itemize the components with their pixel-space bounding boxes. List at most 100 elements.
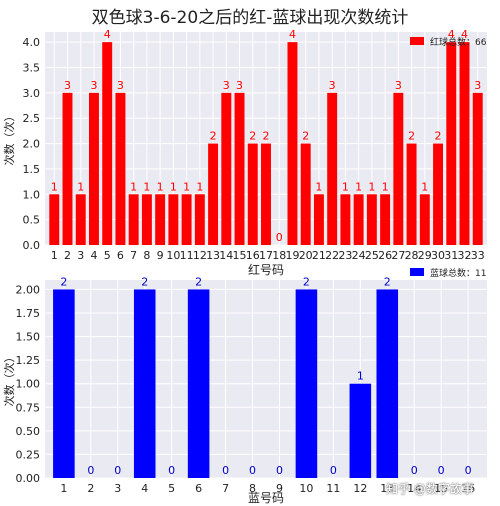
red-bar-8	[141, 194, 152, 245]
red-bar-23	[340, 194, 351, 245]
red-value-label-25: 1	[368, 180, 375, 193]
blue-x-tick-label: 1	[60, 482, 67, 495]
blue-x-tick-label: 11	[326, 482, 340, 495]
red-value-label-16: 2	[249, 130, 256, 143]
red-x-tick-label: 19	[285, 249, 299, 262]
red-x-tick-label: 24	[352, 249, 366, 262]
red-x-tick-label: 11	[180, 249, 194, 262]
blue-x-tick-label: 2	[87, 482, 94, 495]
red-x-tick-label: 10	[166, 249, 180, 262]
red-bar-11	[181, 194, 192, 245]
red-y-tick-label: 1.5	[23, 163, 41, 176]
blue-bar-12	[349, 383, 372, 478]
watermark: 知乎 @数字故事	[386, 482, 474, 496]
red-bar-1	[49, 194, 60, 245]
blue-x-tick-label: 14	[407, 482, 421, 495]
red-bar-22	[327, 92, 338, 245]
red-value-label-21: 1	[315, 180, 322, 193]
blue-y-tick-label: 0.50	[16, 425, 41, 438]
blue-value-label-8: 0	[249, 464, 256, 477]
red-value-label-23: 1	[342, 180, 349, 193]
red-value-label-13: 2	[210, 130, 217, 143]
red-bar-27	[393, 92, 404, 245]
red-bar-19	[287, 42, 298, 246]
red-y-tick-label: 0.5	[23, 214, 41, 227]
blue-bar-6	[187, 289, 210, 478]
red-x-tick-label: 3	[77, 249, 84, 262]
red-value-label-22: 3	[329, 79, 336, 92]
blue-y-tick-label: 0.25	[16, 448, 41, 461]
red-bar-29	[419, 194, 430, 245]
blue-y-tick-label: 2.00	[16, 283, 41, 296]
red-x-tick-label: 2	[64, 249, 71, 262]
red-bar-6	[115, 92, 126, 245]
red-y-tick-label: 3.5	[23, 62, 41, 75]
blue-bar-10	[295, 289, 318, 478]
blue-x-tick-label: 5	[168, 482, 175, 495]
red-x-tick-label: 16	[246, 249, 260, 262]
red-x-tick-label: 6	[117, 249, 124, 262]
blue-value-label-7: 0	[222, 464, 229, 477]
red-value-label-17: 2	[263, 130, 270, 143]
blue-value-label-15: 0	[438, 464, 445, 477]
blue-x-tick-label: 9	[276, 482, 283, 495]
red-bar-16	[247, 143, 258, 245]
red-x-tick-label: 22	[325, 249, 339, 262]
red-value-label-18: 0	[276, 231, 283, 244]
red-value-label-28: 2	[408, 130, 415, 143]
blue-y-tick-label: 1.00	[16, 378, 41, 391]
blue-value-label-13: 2	[384, 275, 391, 288]
blue-x-tick-label: 8	[249, 482, 256, 495]
red-bar-32	[459, 42, 470, 246]
red-x-tick-label: 7	[130, 249, 137, 262]
red-value-label-32: 4	[461, 28, 468, 41]
blue-x-tick-label: 10	[299, 482, 313, 495]
red-x-tick-label: 17	[259, 249, 273, 262]
red-x-tick-label: 8	[143, 249, 150, 262]
blue-x-tick-label: 7	[222, 482, 229, 495]
red-value-label-27: 3	[395, 79, 402, 92]
red-bar-13	[208, 143, 219, 245]
red-bar-4	[89, 92, 99, 245]
blue-value-label-5: 0	[168, 464, 175, 477]
blue-x-tick-label: 13	[380, 482, 394, 495]
red-value-label-1: 1	[51, 180, 58, 193]
red-x-tick-label: 26	[378, 249, 392, 262]
blue-x-tick-label: 16	[461, 482, 475, 495]
red-legend-swatch	[410, 37, 424, 45]
red-bar-12	[194, 194, 205, 245]
red-value-label-19: 4	[289, 28, 296, 41]
blue-bar-13	[376, 289, 399, 478]
blue-y-axis-label: 次数（次）	[2, 352, 16, 407]
red-value-label-33: 3	[474, 79, 481, 92]
red-value-label-8: 1	[143, 180, 150, 193]
blue-value-label-16: 0	[465, 464, 472, 477]
blue-value-label-6: 2	[195, 275, 202, 288]
red-value-label-11: 1	[183, 180, 190, 193]
red-y-tick-label: 4.0	[23, 36, 41, 49]
blue-value-label-10: 2	[303, 275, 310, 288]
red-value-label-14: 3	[223, 79, 230, 92]
red-bar-21	[313, 194, 324, 245]
red-bar-28	[406, 143, 417, 245]
blue-value-label-4: 2	[141, 275, 148, 288]
red-value-label-5: 4	[104, 28, 111, 41]
red-bar-24	[353, 194, 364, 245]
blue-x-tick-label: 6	[195, 482, 202, 495]
blue-bar-4	[133, 289, 156, 478]
red-x-tick-label: 25	[365, 249, 379, 262]
red-bar-30	[433, 143, 443, 245]
blue-y-tick-label: 0.00	[16, 472, 41, 485]
red-bar-7	[128, 194, 139, 245]
blue-y-tick-label: 1.50	[16, 331, 41, 344]
red-x-tick-label: 4	[90, 249, 97, 262]
red-bar-10	[168, 194, 179, 245]
red-value-label-30: 2	[435, 130, 442, 143]
red-bar-14	[221, 92, 232, 245]
chart-title: 双色球3-6-20之后的红-蓝球出现次数统计	[91, 8, 409, 28]
red-x-tick-label: 32	[458, 249, 472, 262]
red-y-tick-label: 2.0	[23, 138, 41, 151]
red-x-tick-label: 20	[299, 249, 313, 262]
blue-legend-label: 蓝球总数：11	[430, 267, 486, 279]
blue-y-tick-label: 0.75	[16, 401, 41, 414]
